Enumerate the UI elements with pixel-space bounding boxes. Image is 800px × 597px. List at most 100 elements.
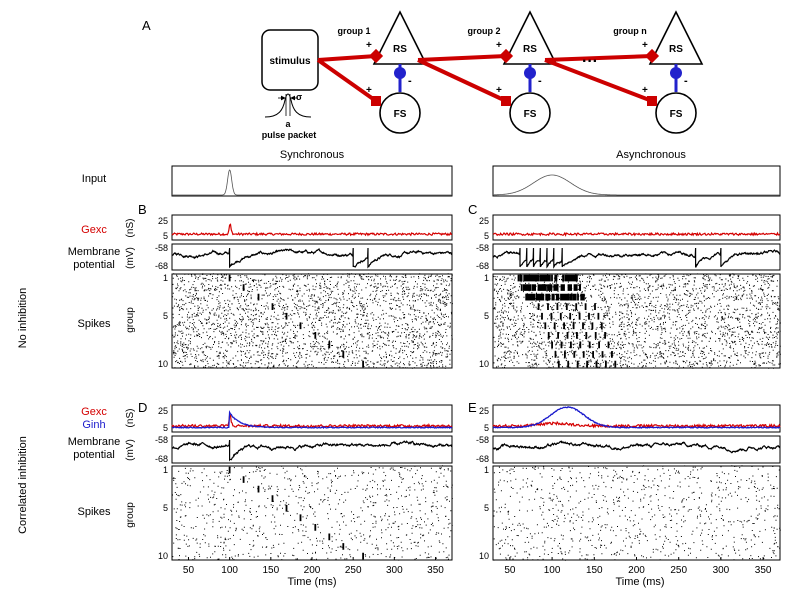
membrane-trace-right-bot (492, 440, 781, 454)
sigma-label: σ (296, 92, 302, 102)
g-tick-25: 25 (158, 216, 168, 226)
ellipsis: ··· (582, 53, 598, 70)
group-axis-label-b: group (125, 307, 136, 333)
x-tick-label: 50 (504, 565, 516, 576)
plus-sign: + (496, 40, 502, 51)
stimulus-label: stimulus (269, 56, 311, 67)
group-tick-10: 10 (479, 359, 489, 369)
row-label-gexc-b: Gexc (81, 224, 107, 236)
membrane-trace-right-top (492, 247, 781, 269)
group-tick-5: 5 (163, 503, 168, 513)
g-tick-5: 5 (484, 231, 489, 241)
group-tick-5: 5 (163, 311, 168, 321)
conductance-panel-right-top (492, 214, 781, 241)
ginh-trace-right-bot (492, 406, 780, 429)
excitatory-to-fs (417, 58, 507, 103)
g-tick-25: 25 (479, 216, 489, 226)
fs-label: FS (670, 109, 683, 120)
pulse-packet-icon (264, 93, 312, 118)
row-label-input: Input (82, 173, 106, 185)
x-tick-label: 150 (586, 565, 603, 576)
group-3-block: RS group n FS - + + (544, 10, 704, 134)
membrane-panel-left-top (171, 243, 453, 271)
membrane-trace-left-top (171, 247, 453, 269)
group-tick-1: 1 (484, 465, 489, 475)
membrane-panel-right-top (492, 243, 781, 271)
excitatory-to-fs (544, 58, 653, 103)
gexc-trace-left-bot (171, 414, 453, 429)
row-label-membrane-b1: Membrane (68, 246, 121, 258)
volley-spikes-right-top (517, 274, 617, 368)
input-panel-left (171, 165, 453, 197)
gexc-trace-right-bot (492, 420, 781, 429)
unit-mv-b: (mV) (125, 247, 136, 269)
x-tick-label: 250 (345, 565, 362, 576)
rs-label: RS (523, 44, 537, 55)
group-1-block: RS group 1 FS - + + (316, 10, 428, 134)
v-tick-58: -58 (155, 243, 168, 253)
row-label-spikes-d: Spikes (77, 506, 111, 518)
conductance-panel-right-bot (492, 404, 781, 433)
v-tick-68: -68 (476, 261, 489, 271)
x-tick-label: 250 (670, 565, 687, 576)
xlabel-left: Time (ms) (287, 576, 336, 588)
group-tick-10: 10 (158, 551, 168, 561)
excitatory-synapse-icon (498, 48, 514, 64)
x-tick-label: 350 (755, 565, 772, 576)
x-tick-label: 300 (713, 565, 730, 576)
label-no-inhibition: No inhibition (17, 288, 29, 349)
group-axis-label-d: group (125, 502, 136, 528)
background-spikes-left-bot (172, 465, 453, 561)
row-label-membrane-d1: Membrane (68, 436, 121, 448)
g-tick-5: 5 (484, 423, 489, 433)
panel-label-a: A (142, 18, 151, 33)
x-tick-label: 200 (628, 565, 645, 576)
title-synchronous: Synchronous (280, 149, 345, 161)
group-label: group 2 (468, 26, 501, 36)
membrane-trace-left-bot (171, 439, 453, 462)
raster-panel-right-top (492, 273, 781, 369)
v-tick-58: -58 (476, 435, 489, 445)
raster-panel-left-bot (171, 465, 453, 561)
panel-label-e: E (468, 400, 477, 415)
group-tick-5: 5 (484, 311, 489, 321)
g-tick-25: 25 (479, 406, 489, 416)
excitatory-to-fs (316, 58, 378, 103)
group-tick-10: 10 (479, 551, 489, 561)
excitatory-synapse-icon (368, 48, 384, 64)
excitatory-to-rs (317, 54, 377, 62)
fs-label: FS (524, 109, 537, 120)
v-tick-58: -58 (476, 243, 489, 253)
unit-mv-d: (mV) (125, 439, 136, 461)
membrane-panel-right-bot (492, 435, 781, 464)
row-label-membrane-b2: potential (73, 259, 115, 271)
group-label: group n (613, 26, 647, 36)
group-tick-1: 1 (163, 273, 168, 283)
schematic: A stimulus σ a pulse packet RS group 1 FS -… (142, 10, 704, 140)
fs-label: FS (394, 109, 407, 120)
raster-panel-left-top (171, 273, 453, 369)
v-tick-68: -68 (155, 454, 168, 464)
background-spikes-left-top (172, 273, 453, 369)
group-2-block: RS group 2 FS - + + (417, 10, 558, 134)
excitatory-to-rs (417, 54, 507, 62)
panel-label-d: D (138, 400, 147, 415)
volley-spikes-left-bot (228, 466, 364, 560)
group-tick-5: 5 (484, 503, 489, 513)
row-label-ginh-d: Ginh (82, 419, 105, 431)
excitatory-to-rs (544, 54, 653, 62)
group-tick-1: 1 (484, 273, 489, 283)
unit-ns-d: (nS) (125, 409, 136, 428)
x-tick-label: 150 (262, 565, 279, 576)
label-correlated-inhibition: Correlated inhibition (17, 436, 29, 534)
gexc-trace-left-top (171, 223, 453, 237)
minus-sign: - (684, 75, 688, 87)
x-tick-label: 50 (183, 565, 195, 576)
minus-sign: - (408, 75, 412, 87)
v-tick-58: -58 (155, 435, 168, 445)
unit-ns-b: (nS) (125, 219, 136, 238)
xlabel-right: Time (ms) (615, 576, 664, 588)
fs-neuron-icon (379, 92, 421, 134)
panel-label-b: B (138, 202, 147, 217)
